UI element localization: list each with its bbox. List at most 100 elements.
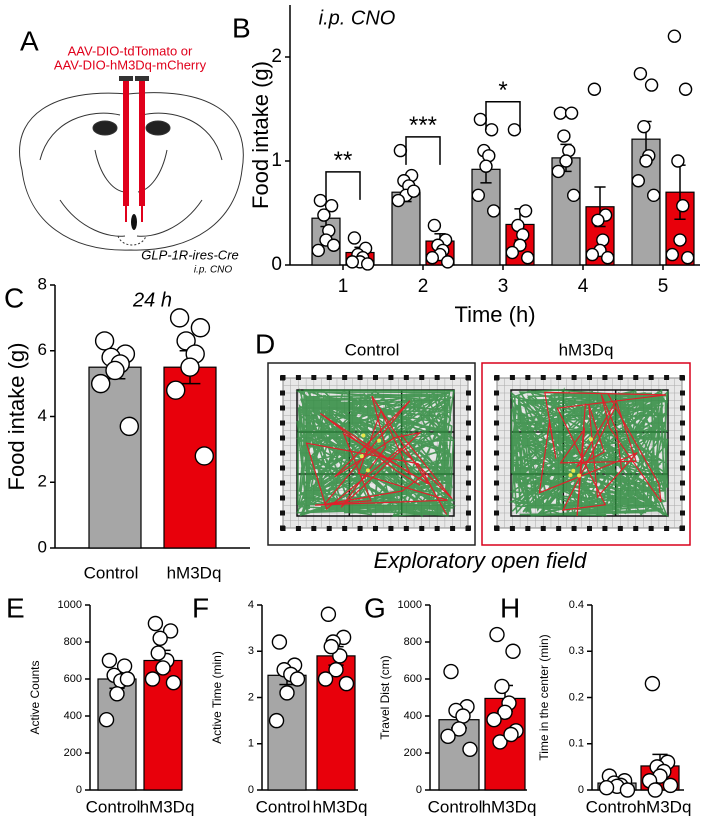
beam: [680, 390, 685, 396]
significance: ***: [409, 112, 437, 139]
beam: [571, 526, 577, 531]
data-point: [311, 243, 325, 258]
data-point: [338, 675, 355, 692]
data-point: [427, 218, 442, 233]
data-point: [150, 645, 166, 661]
data-point: [647, 188, 661, 203]
beam: [403, 375, 409, 380]
data-point: [289, 671, 306, 687]
beam: [419, 375, 425, 380]
data-point: [671, 154, 685, 168]
data-point: [462, 741, 478, 757]
data-point: [505, 643, 521, 659]
x-tick-label: Control: [428, 797, 483, 816]
needle-cap: [119, 76, 133, 81]
data-point: [180, 357, 200, 377]
panel-letter: B: [232, 12, 251, 43]
y-tick-label: 1000: [398, 599, 422, 611]
beam: [509, 526, 515, 531]
data-point: [105, 360, 125, 381]
data-point: [505, 245, 519, 260]
beam: [633, 375, 639, 380]
data-point: [271, 634, 288, 650]
beam: [587, 526, 592, 531]
subtitle: i.p. CNO: [319, 7, 396, 29]
beam: [280, 480, 285, 486]
panel-letter: A: [20, 25, 39, 56]
data-point: [557, 129, 571, 143]
beam: [494, 525, 499, 531]
y-tick-label: 0: [578, 784, 584, 796]
y-tick-label: 200: [64, 747, 82, 759]
beam: [680, 480, 685, 486]
y-tick-label: 1000: [58, 599, 82, 611]
data-point: [328, 662, 344, 678]
data-point: [440, 728, 456, 745]
beam: [280, 450, 285, 456]
significance: *: [498, 77, 507, 104]
data-point: [507, 123, 522, 137]
data-point: [119, 416, 140, 437]
data-point: [587, 82, 602, 96]
panel-letter: G: [364, 592, 386, 623]
rearing: [361, 433, 366, 438]
y-tick-label: 3: [248, 645, 254, 657]
beam: [494, 420, 499, 426]
beam: [357, 526, 363, 531]
beam: [342, 375, 348, 380]
data-point: [268, 712, 285, 729]
data-point: [347, 231, 362, 245]
beam: [602, 526, 608, 531]
caption: Exploratory open field: [374, 548, 588, 573]
significance-bracket: [325, 171, 361, 200]
beam: [419, 526, 425, 531]
beam: [357, 375, 363, 380]
brain-diagram: [19, 92, 244, 251]
beam: [602, 375, 608, 380]
y-tick-label: 0.4: [569, 599, 584, 611]
beam: [509, 375, 515, 380]
beam: [466, 420, 471, 426]
data-point: [489, 626, 505, 643]
beam: [494, 510, 499, 516]
data-point: [644, 78, 659, 92]
y-tick-label: 800: [64, 636, 82, 648]
y-tick-label: 4: [248, 599, 254, 611]
data-point: [101, 652, 118, 669]
needle-cap: [135, 76, 149, 81]
beam: [664, 375, 670, 380]
beam: [295, 526, 301, 531]
data-point: [471, 188, 485, 203]
data-point: [320, 606, 337, 622]
y-tick-label: 600: [64, 673, 82, 685]
beam: [617, 375, 623, 380]
beam: [680, 375, 685, 381]
data-point: [591, 213, 605, 227]
beam: [434, 526, 440, 531]
data-point: [494, 678, 510, 695]
y-tick-label: 6: [38, 340, 47, 359]
data-point: [518, 204, 533, 218]
beam: [494, 390, 499, 396]
beam: [280, 390, 285, 396]
data-point: [492, 734, 508, 750]
beam: [494, 480, 499, 486]
mouse-line: GLP-1R-ires-Cre: [141, 247, 239, 262]
rearing: [568, 473, 573, 478]
x-tick-label: 4: [578, 276, 589, 297]
beam: [466, 495, 471, 501]
beam: [540, 375, 546, 380]
data-point: [98, 712, 115, 728]
beam: [280, 525, 285, 531]
rearing: [377, 438, 382, 443]
data-point: [169, 308, 190, 328]
track-red: [305, 395, 453, 515]
beam: [494, 495, 499, 501]
beam: [388, 526, 394, 531]
beam: [466, 465, 471, 471]
data-point: [441, 255, 455, 269]
data-point: [407, 184, 421, 198]
ventricle: [145, 120, 171, 136]
beam: [466, 480, 471, 486]
data-point: [90, 373, 111, 394]
